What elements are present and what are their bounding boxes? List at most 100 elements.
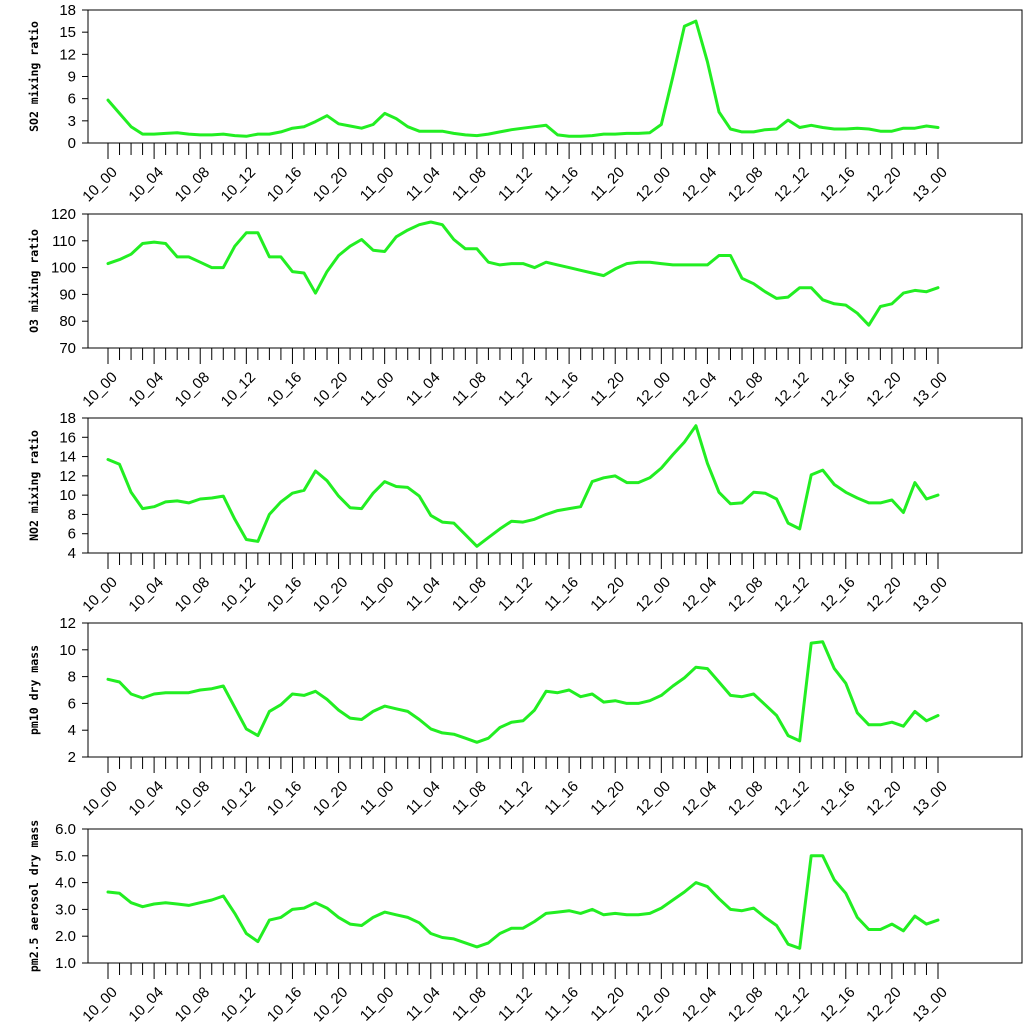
x-tick-label: 11_20: [587, 778, 628, 819]
x-tick-label: 10_12: [218, 778, 260, 820]
x-tick-label: 12_08: [725, 778, 767, 820]
x-tick-label: 12_20: [863, 369, 905, 411]
x-tick-label: 11_04: [403, 778, 444, 819]
x-tick-label: 12_12: [771, 574, 813, 616]
y-tick-label: 5.0: [55, 848, 76, 865]
x-tick-label: 12_12: [771, 778, 813, 820]
x-tick-label: 12_04: [679, 574, 721, 616]
series-line: [106, 854, 940, 950]
chart-panel-1: 0 3 6 9 12 15 18 10_00 10_04 10_08 10_12 10_16 10_20…: [27, 2, 1023, 206]
x-tick-label: 10_12: [218, 574, 260, 616]
series-line: [106, 424, 940, 548]
x-tick-label: 12_20: [863, 778, 905, 820]
y-tick-label: 8: [68, 506, 76, 523]
x-tick-label: 12_20: [863, 984, 905, 1024]
x-tick-label: 12_16: [817, 778, 859, 820]
x-tick-label: 10_20: [310, 778, 352, 820]
x-tick-label: 12_08: [725, 164, 767, 206]
x-tick-label: 10_08: [172, 164, 214, 206]
x-tick-label: 11_16: [541, 369, 582, 410]
x-tick-label: 12_04: [679, 984, 721, 1024]
x-tick-label: 10_00: [79, 574, 121, 616]
x-tick-label: 11_00: [357, 369, 398, 410]
y-axis-label: pm2.5 aerosol dry mass: [27, 820, 41, 972]
x-tick-label: 11_16: [541, 574, 582, 615]
x-tick-label: 11_20: [587, 164, 628, 205]
x-tick-label: 10_04: [125, 574, 167, 616]
y-tick-label: 6.0: [55, 821, 76, 838]
x-tick-label: 12_12: [771, 369, 813, 411]
x-tick-label: 10_20: [310, 164, 352, 206]
x-tick-label: 10_08: [172, 574, 214, 616]
x-tick-label: 10_12: [218, 164, 260, 206]
x-tick-label: 10_20: [310, 369, 352, 411]
y-tick-label: 70: [59, 340, 76, 357]
x-tick-label: 12_20: [863, 164, 905, 206]
y-tick-label: 6: [68, 695, 76, 712]
plot-frame: [87, 417, 1023, 554]
y-tick-label: 120: [51, 206, 76, 223]
x-tick-label: 12_12: [771, 984, 813, 1024]
y-tick-label: 8: [68, 669, 76, 686]
y-tick-label: 12: [59, 615, 76, 632]
x-tick-label: 11_00: [357, 574, 398, 615]
y-tick-label: 4: [68, 722, 76, 739]
plot-frame: [87, 213, 1023, 349]
x-tick-label: 10_12: [218, 984, 260, 1024]
x-tick-label: 11_00: [357, 984, 398, 1024]
x-tick-label: 12_04: [679, 369, 721, 411]
x-tick-label: 12_04: [679, 778, 721, 820]
x-tick-label: 10_04: [125, 778, 167, 820]
y-axis-label: pm10 dry mass: [27, 645, 41, 735]
x-tick-label: 11_20: [587, 984, 628, 1024]
x-tick-label: 11_16: [541, 164, 582, 205]
x-tick-label: 11_08: [449, 574, 490, 615]
x-tick-label: 12_00: [633, 369, 675, 411]
series-line: [106, 640, 940, 744]
x-tick-label: 11_20: [587, 369, 628, 410]
x-tick-label: 12_08: [725, 369, 767, 411]
x-tick-label: 10_08: [172, 369, 214, 411]
x-tick-label: 10_16: [264, 984, 306, 1024]
plot-frame: [87, 622, 1023, 758]
x-tick-label: 10_00: [79, 369, 121, 411]
y-tick-label: 16: [59, 429, 76, 446]
x-tick-label: 11_12: [495, 778, 536, 819]
chart-panel-5: 1.02.03.04.05.06.010_00 10_04 10_08 10_12 10…: [27, 820, 1023, 1024]
y-tick-label: 110: [52, 233, 76, 250]
x-tick-label: 12_20: [863, 574, 905, 616]
y-tick-label: 2: [68, 749, 76, 766]
plot-frame: [87, 828, 1023, 964]
y-tick-label: 15: [59, 24, 76, 41]
series-line: [106, 220, 940, 327]
y-tick-label: 6: [68, 91, 76, 108]
x-tick-label: 11_04: [403, 574, 444, 615]
x-tick-label: 10_04: [125, 369, 167, 411]
chart-panel-3: 4 6 8 10 12 14 16 18 10_00 10_04 10_08 10_12 10_16 10…: [27, 410, 1023, 616]
x-tick-label: 11_08: [449, 778, 490, 819]
x-tick-label: 10_00: [79, 164, 121, 206]
plot-frame: [87, 9, 1023, 144]
x-tick-label: 12_16: [817, 984, 859, 1024]
x-tick-label: 13_00: [909, 574, 951, 616]
y-tick-label: 90: [59, 286, 76, 303]
x-tick-label: 11_04: [403, 164, 444, 205]
y-tick-label: 0: [68, 135, 76, 152]
x-tick-label: 11_08: [449, 164, 490, 205]
x-tick-label: 10_20: [310, 984, 352, 1024]
x-tick-label: 12_08: [725, 984, 767, 1024]
x-tick-label: 12_08: [725, 574, 767, 616]
y-tick-label: 3: [68, 113, 76, 130]
x-tick-label: 11_20: [587, 574, 628, 615]
x-tick-label: 10_08: [172, 984, 214, 1024]
x-tick-label: 11_08: [449, 369, 490, 410]
x-tick-label: 10_20: [310, 574, 352, 616]
x-tick-label: 11_12: [495, 984, 536, 1024]
x-tick-label: 11_04: [403, 984, 444, 1024]
y-tick-label: 9: [68, 69, 76, 86]
x-tick-label: 12_16: [817, 574, 859, 616]
x-tick-label: 13_00: [909, 369, 951, 411]
x-tick-label: 10_04: [125, 984, 167, 1024]
